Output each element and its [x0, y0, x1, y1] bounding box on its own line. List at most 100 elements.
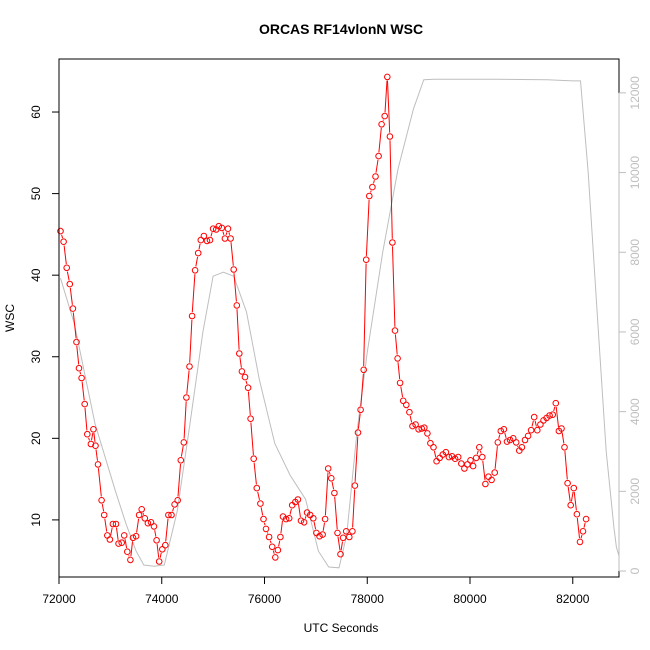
primary-series-segment	[555, 406, 559, 428]
primary-series-segment	[363, 263, 367, 367]
data-point	[406, 408, 413, 416]
primary-series-segment	[564, 451, 568, 480]
primary-series-segment	[400, 386, 404, 398]
primary-series-segment	[142, 512, 145, 515]
data-point	[472, 454, 480, 462]
data-point	[150, 523, 158, 530]
data-point	[521, 436, 529, 444]
x-axis: 72000 74000 76000 78000 80000 82000	[42, 576, 590, 606]
primary-series-segment	[263, 522, 266, 526]
primary-series-segment	[239, 357, 242, 368]
primary-series-segment	[340, 541, 343, 551]
y-axis-left: 10 20 30 40 50 60	[29, 105, 60, 527]
primary-series-segment	[93, 433, 96, 442]
data-point	[384, 73, 391, 81]
data-point	[564, 479, 571, 487]
data-point	[285, 515, 293, 522]
data-point	[415, 426, 422, 433]
data-point	[391, 327, 399, 334]
data-point	[138, 506, 145, 513]
x-tick-label: 74000	[145, 592, 179, 606]
data-point	[399, 397, 407, 405]
primary-series-segment	[498, 434, 501, 439]
primary-series-segment	[365, 199, 370, 256]
data-point	[479, 453, 486, 461]
y2-tick-label: 10000	[628, 156, 642, 190]
primary-series-segment	[253, 462, 257, 485]
data-point	[369, 183, 376, 191]
y2-tick-label: 0	[628, 567, 642, 574]
primary-series-segment	[159, 552, 162, 558]
primary-series-segment	[433, 450, 437, 458]
data-point	[132, 532, 140, 540]
data-point	[534, 426, 541, 434]
primary-series-segment	[534, 420, 537, 427]
data-point	[386, 133, 394, 140]
data-point	[552, 399, 560, 407]
data-point	[73, 338, 80, 346]
data-point	[366, 192, 373, 200]
data-point	[378, 121, 385, 128]
primary-series-segment	[360, 373, 364, 407]
data-point	[334, 529, 341, 537]
data-point	[206, 236, 214, 244]
data-point	[274, 546, 282, 554]
data-point	[430, 444, 437, 451]
data-point	[524, 432, 532, 440]
data-point	[135, 511, 143, 519]
data-point	[464, 461, 471, 468]
data-point	[168, 511, 175, 519]
data-point	[527, 426, 535, 434]
data-point	[90, 426, 97, 433]
primary-series-segment	[104, 518, 108, 532]
data-point	[476, 444, 483, 451]
data-point	[177, 457, 185, 464]
data-point	[233, 302, 241, 309]
data-point	[203, 237, 211, 245]
primary-series-segment	[69, 287, 73, 305]
data-point	[485, 473, 492, 481]
primary-series-segment	[494, 446, 498, 469]
primary-series-segment	[230, 242, 234, 266]
x-axis-label: UTC Seconds	[304, 621, 379, 635]
data-point	[221, 235, 229, 242]
plot-frame	[58, 58, 620, 578]
primary-series-segment	[97, 468, 102, 497]
data-point	[200, 232, 208, 240]
x-tick-label: 82000	[556, 592, 590, 606]
primary-series-segment	[583, 522, 586, 528]
data-point	[421, 424, 428, 432]
data-point	[349, 528, 356, 535]
primary-series-segment	[387, 80, 391, 133]
data-point	[469, 462, 477, 470]
y-tick-label: 50	[29, 187, 43, 201]
data-point	[530, 413, 538, 421]
primary-series-segment	[384, 80, 388, 113]
data-point	[394, 355, 401, 362]
data-point	[436, 454, 444, 462]
primary-series-segment	[278, 540, 281, 547]
x-tick-label: 72000	[42, 592, 76, 606]
data-point	[445, 453, 453, 461]
data-point	[362, 256, 370, 264]
primary-series-segment	[352, 489, 356, 528]
data-point	[115, 540, 122, 547]
data-point	[381, 112, 389, 120]
data-point	[503, 438, 511, 445]
data-point	[297, 517, 305, 525]
primary-series-segment	[236, 309, 240, 350]
primary-series-segment	[66, 271, 70, 281]
data-point	[109, 520, 117, 528]
primary-series-segment	[297, 503, 301, 518]
data-point	[241, 373, 249, 381]
data-point	[106, 536, 114, 543]
data-point	[60, 238, 67, 245]
data-point	[244, 384, 252, 392]
primary-series-segment	[79, 371, 82, 375]
data-point	[63, 264, 70, 272]
data-point	[433, 457, 440, 465]
primary-series-segment	[222, 231, 225, 235]
data-point	[127, 556, 134, 564]
data-point	[236, 350, 243, 357]
